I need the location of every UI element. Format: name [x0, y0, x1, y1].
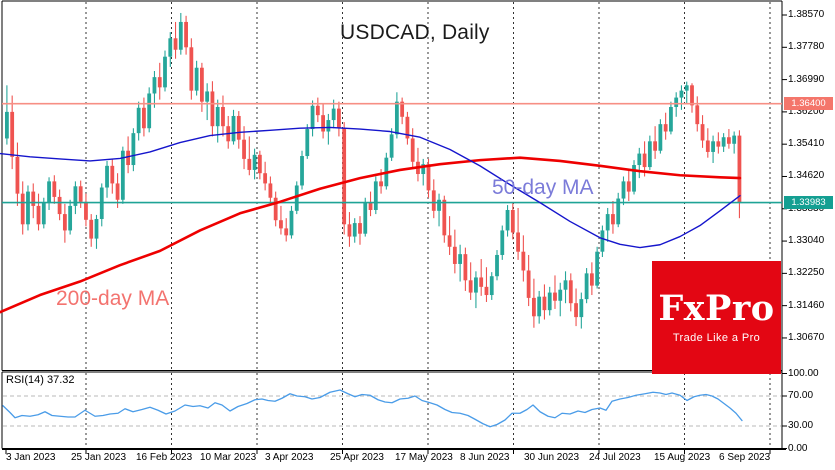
rsi-axis-label: 100.00 — [788, 367, 819, 379]
rsi-panel[interactable] — [0, 371, 835, 451]
price-axis-label: 1.36990 — [788, 73, 825, 85]
price-axis-label: 1.34620 — [788, 170, 825, 182]
time-axis[interactable] — [0, 448, 835, 470]
fxpro-logo-text: FxPro — [658, 288, 775, 329]
price-axis-label: 1.33040 — [788, 235, 825, 247]
price-axis-label: 1.36200 — [788, 105, 825, 117]
price-axis-label: 1.30670 — [788, 331, 825, 343]
date-axis-label: 25 Jan 2023 — [71, 452, 127, 463]
rsi-axis-label: 70.00 — [788, 390, 814, 401]
price-axis-label: 1.38570 — [788, 9, 825, 20]
price-axis-label: 1.35410 — [788, 138, 825, 150]
current-price-tag[interactable]: 1.33983 — [784, 195, 833, 209]
chart-title: USDCAD, Daily — [340, 21, 490, 44]
rsi-axis-label: 30.00 — [788, 420, 814, 431]
date-axis-label: 3 Jan 2023 — [6, 452, 56, 463]
date-axis-label: 8 Jun 2023 — [460, 452, 510, 463]
price-panel[interactable] — [0, 0, 835, 372]
date-axis-label: 25 Apr 2023 — [330, 452, 384, 463]
resistance-price-tag[interactable]: 1.36400 — [784, 96, 833, 110]
date-axis-label: 17 May 2023 — [395, 452, 453, 463]
rsi-axis-label: 0.00 — [788, 442, 808, 454]
date-axis-label: 6 Sep 2023 — [719, 452, 771, 463]
price-axis-label: 1.37780 — [788, 41, 825, 53]
ma50-label: 50-day MA — [492, 176, 594, 199]
date-axis-label: 24 Jul 2023 — [589, 452, 641, 463]
fxpro-logo-tagline: Trade Like a Pro — [672, 332, 761, 344]
date-axis-label: 10 Mar 2023 — [200, 452, 257, 463]
date-axis-label: 30 Jun 2023 — [524, 452, 580, 463]
rsi-indicator-label: RSI(14) 37.32 — [6, 374, 75, 386]
price-axis-label: 1.31460 — [788, 299, 825, 311]
ma200-label: 200-day MA — [56, 287, 170, 310]
date-axis-label: 3 Apr 2023 — [265, 452, 314, 463]
price-axis-label: 1.32250 — [788, 267, 825, 279]
date-axis-label: 16 Feb 2023 — [136, 452, 193, 463]
fxpro-logo: FxPro Trade Like a Pro — [652, 261, 781, 374]
date-axis-label: 15 Aug 2023 — [654, 452, 711, 463]
